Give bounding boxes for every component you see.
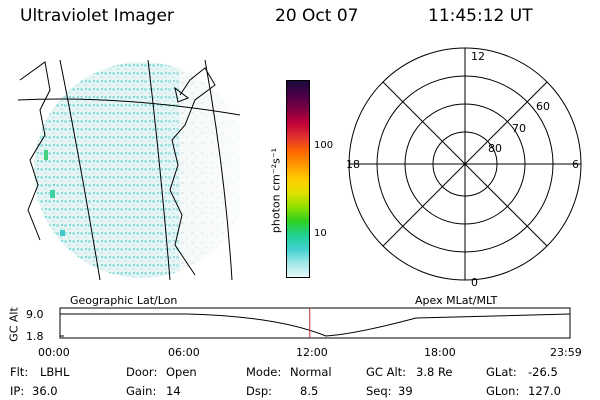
x-tick-4: 23:59: [550, 346, 582, 359]
uv-image-map: [17, 59, 240, 280]
ip-value: 36.0: [32, 384, 58, 398]
ip-label: IP:: [10, 384, 25, 398]
polar-label-6: 6: [572, 158, 579, 171]
polar-ring-70: 70: [512, 122, 526, 135]
glon-value: 127.0: [528, 384, 561, 398]
door-label: Door:: [126, 365, 158, 379]
mode-value: Normal: [290, 365, 332, 379]
glon-label: GLon:: [486, 384, 520, 398]
polar-ring-80: 80: [488, 142, 502, 155]
colorbar: [286, 80, 310, 278]
colorbar-unit-label: photon cm⁻²s⁻¹: [269, 147, 283, 234]
colorbar-tick-10: 10: [314, 228, 327, 239]
timeline-axis-label: GC Alt: [7, 307, 21, 342]
polar-plot: 12 0 18 6 60 70 80: [346, 47, 582, 289]
mode-label: Mode:: [246, 365, 282, 379]
polar-label-0: 0: [471, 276, 478, 289]
map-caption: Geographic Lat/Lon: [70, 294, 178, 307]
gain-label: Gain:: [126, 384, 157, 398]
timeline-y-high: 9.0: [26, 308, 44, 321]
colorbar-tick-100: 100: [314, 140, 334, 151]
polar-ring-60: 60: [536, 100, 550, 113]
x-tick-3: 18:00: [424, 346, 456, 359]
timeline-y-low: 1.8: [26, 330, 44, 343]
app-title: Ultraviolet Imager: [20, 6, 174, 26]
x-tick-1: 06:00: [168, 346, 200, 359]
polar-label-18: 18: [346, 158, 360, 171]
seq-label: Seq:: [366, 384, 392, 398]
x-tick-0: 00:00: [38, 346, 70, 359]
dsp-label: Dsp:: [246, 384, 273, 398]
gcalt-value: 3.8 Re: [416, 365, 453, 379]
flt-label: Flt:: [10, 365, 29, 379]
time-label: 11:45:12 UT: [428, 6, 533, 26]
glat-label: GLat:: [486, 365, 517, 379]
date-label: 20 Oct 07: [275, 6, 359, 26]
door-value: Open: [166, 365, 197, 379]
gain-value: 14: [166, 384, 181, 398]
dsp-value: 8.5: [300, 384, 319, 398]
flt-value: LBHL: [40, 365, 70, 379]
gcalt-label: GC Alt:: [366, 365, 407, 379]
altitude-timeline[interactable]: [56, 306, 576, 342]
seq-value: 39: [398, 384, 413, 398]
polar-label-12: 12: [471, 50, 485, 63]
x-tick-2: 12:00: [296, 346, 328, 359]
apex-caption: Apex MLat/MLT: [415, 294, 498, 307]
glat-value: -26.5: [528, 365, 558, 379]
